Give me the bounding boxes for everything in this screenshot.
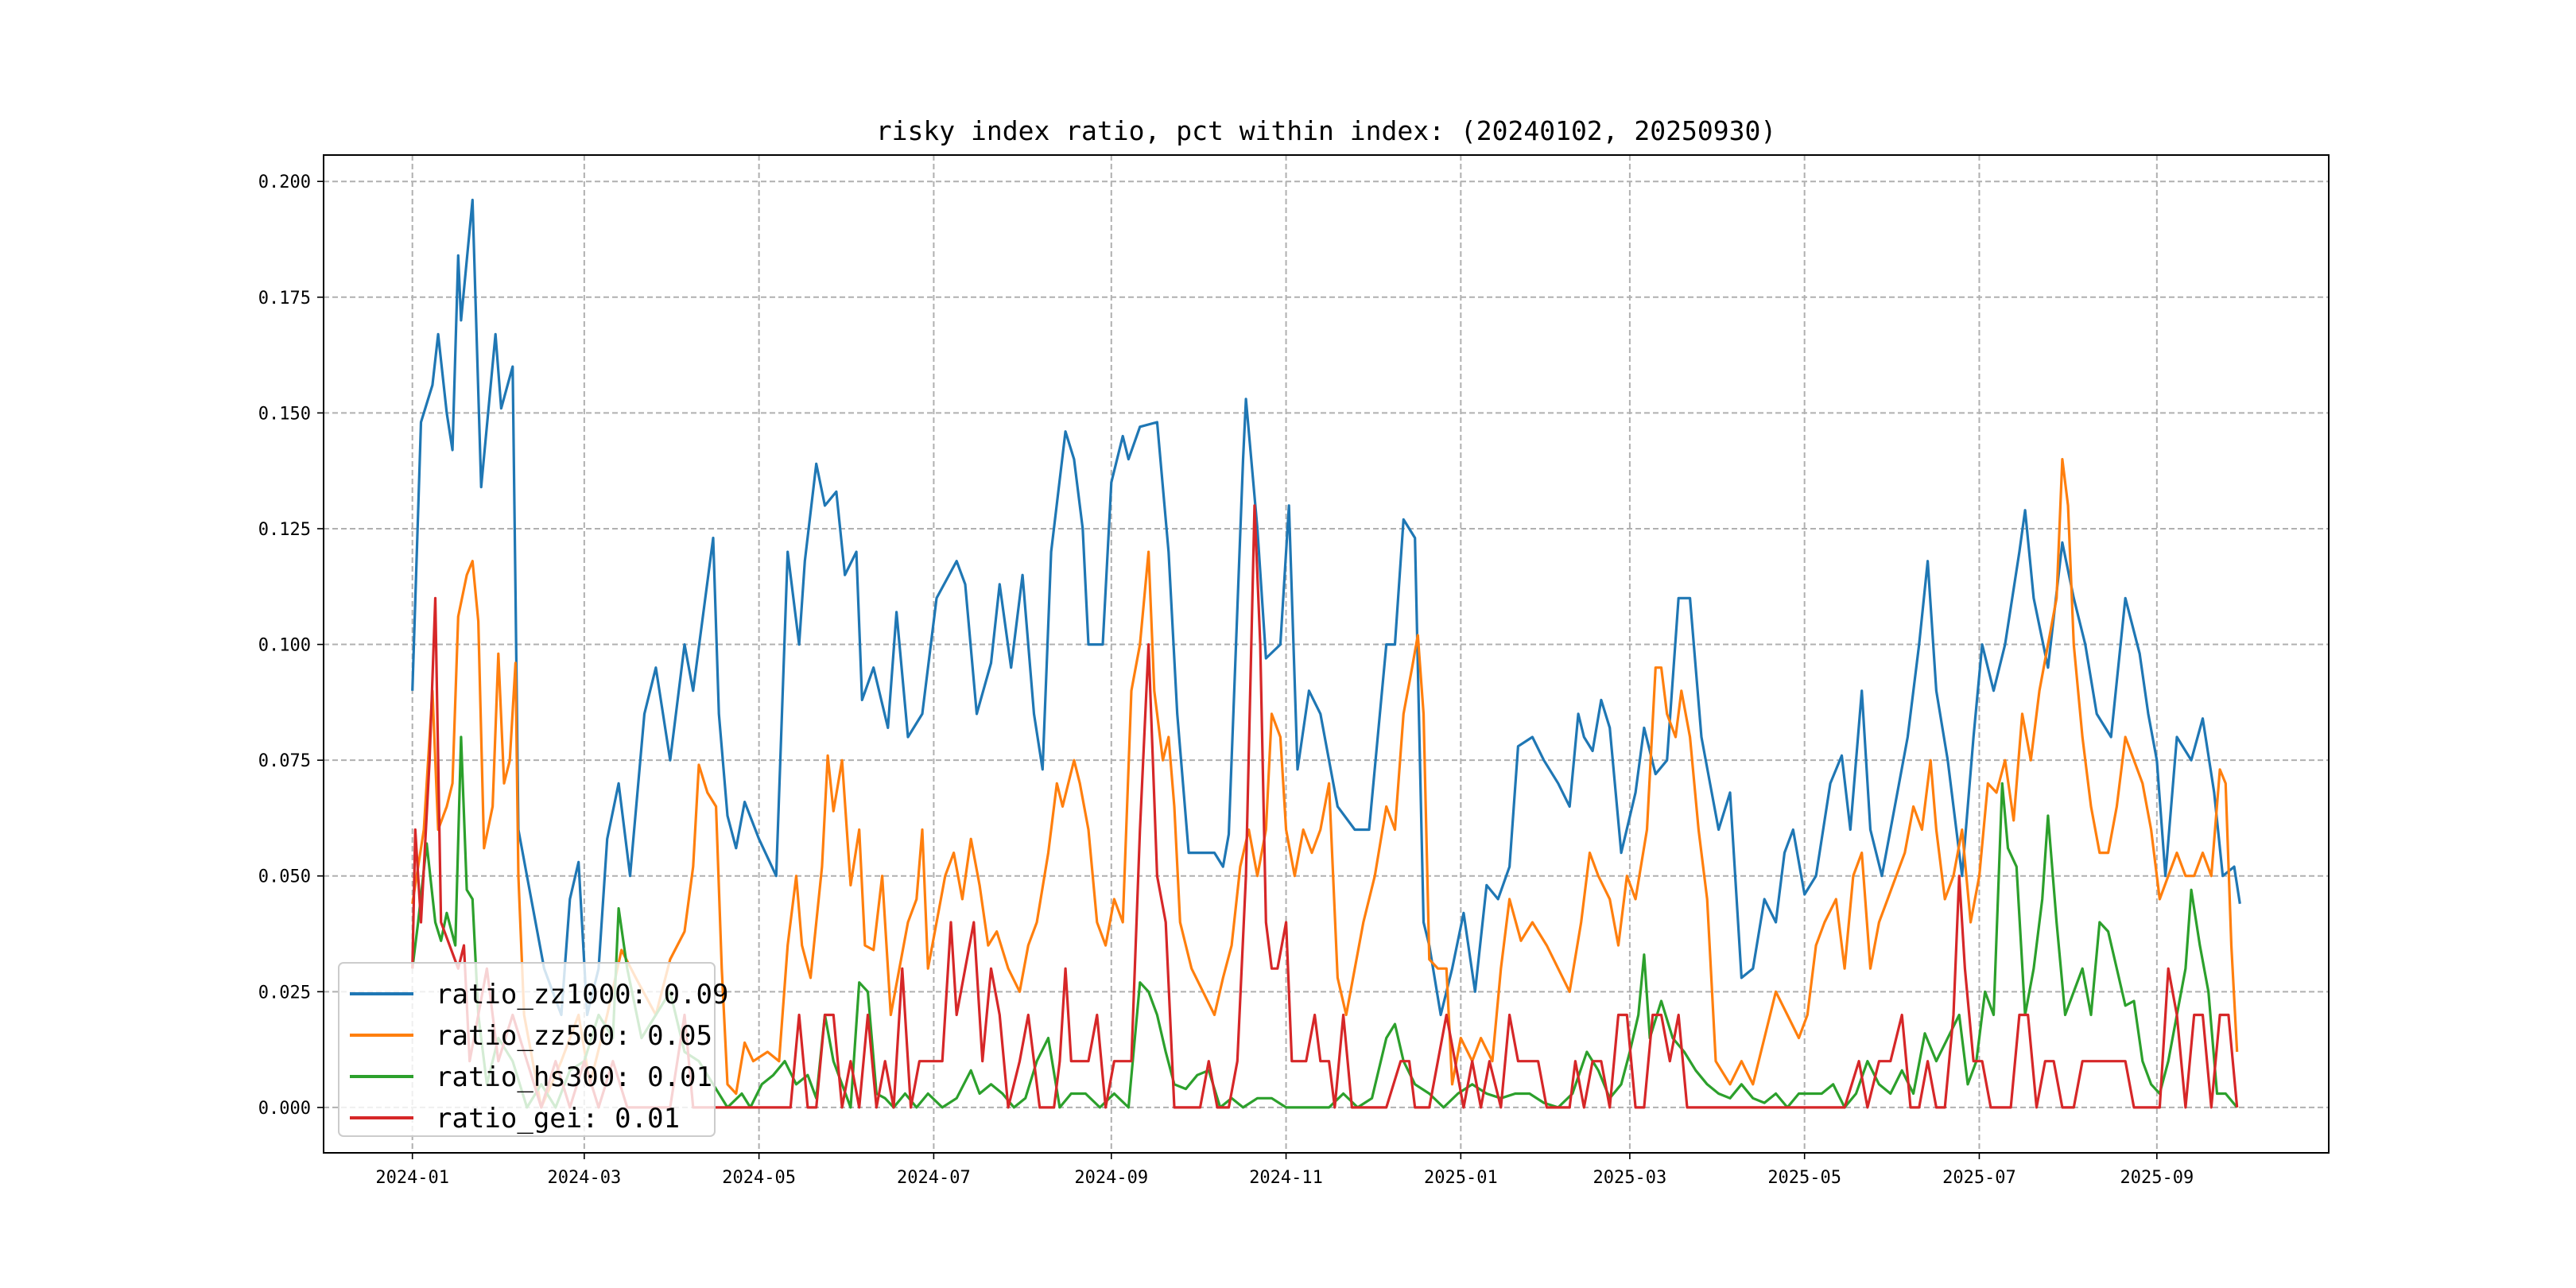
x-axis: 2024-01 2024-03 2024-05 2024-07 2024-09 2024-… <box>375 1153 2194 1188</box>
x-tick-label: 2024-03 <box>548 1168 622 1188</box>
legend-label: ratio_zz500: 0.05 <box>436 1020 712 1052</box>
x-tick-label: 2025-07 <box>1942 1168 2016 1188</box>
y-tick-label: 0.075 <box>258 751 311 771</box>
legend: ratio_zz1000: 0.09 ratio_zz500: 0.05 ratio… <box>338 962 728 1137</box>
legend-label: ratio_zz1000: 0.09 <box>436 979 728 1011</box>
y-axis: 0.000 0.025 0.050 0.075 0.100 0.125 0.150 0.175… <box>258 173 324 1119</box>
x-tick-label: 2025-05 <box>1767 1168 1841 1188</box>
chart-title: risky index ratio, pct within index: (20… <box>876 115 1776 146</box>
series-line-ratio-gei <box>411 504 2239 1109</box>
x-tick-label: 2024-11 <box>1249 1168 1323 1188</box>
x-tick-label: 2025-09 <box>2120 1168 2194 1188</box>
x-tick-label: 2025-03 <box>1593 1168 1667 1188</box>
y-tick-label: 0.000 <box>258 1099 311 1119</box>
x-tick-label: 2024-09 <box>1074 1168 1148 1188</box>
legend-label: ratio_hs300: 0.01 <box>436 1061 712 1093</box>
legend-label: ratio_gei: 0.01 <box>436 1103 680 1135</box>
series-line-ratio-zz1000 <box>411 198 2241 1017</box>
x-tick-label: 2024-01 <box>375 1168 449 1188</box>
y-tick-label: 0.025 <box>258 983 311 1003</box>
plot-frame <box>323 154 2330 1154</box>
grid <box>324 155 2329 1153</box>
y-tick-label: 0.150 <box>258 404 311 424</box>
y-tick-label: 0.175 <box>258 289 311 308</box>
y-tick-label: 0.100 <box>258 636 311 656</box>
x-tick-label: 2024-07 <box>897 1168 971 1188</box>
y-tick-label: 0.200 <box>258 173 311 192</box>
legend-box <box>338 962 716 1137</box>
x-tick-label: 2025-01 <box>1424 1168 1498 1188</box>
y-tick-label: 0.125 <box>258 520 311 540</box>
y-tick-label: 0.050 <box>258 867 311 887</box>
series-line-ratio-zz500 <box>411 458 2239 1109</box>
x-tick-label: 2024-05 <box>722 1168 796 1188</box>
